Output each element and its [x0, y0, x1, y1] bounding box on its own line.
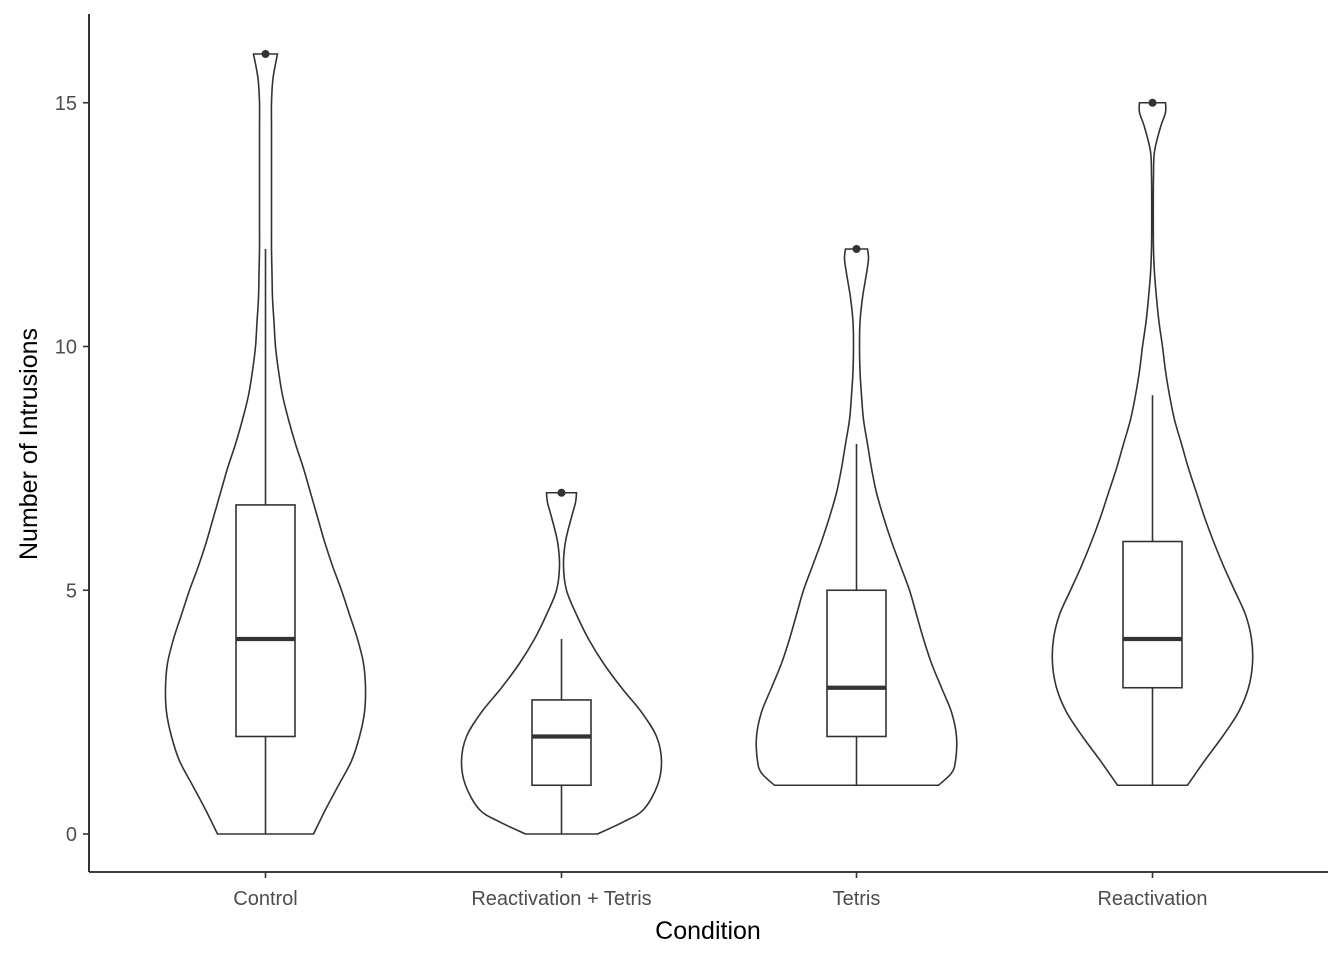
outlier-point: [852, 245, 861, 253]
outlier-point: [261, 50, 270, 58]
y-axis-ticks: 0 5 10 15: [55, 93, 89, 846]
violin-group: [1051, 98, 1254, 787]
x-tick-label: Control: [233, 888, 297, 910]
x-tick-label: Reactivation + Tetris: [471, 888, 651, 910]
violin-group: [164, 50, 367, 835]
outlier-point: [557, 488, 566, 497]
iqr-box: [1122, 540, 1183, 689]
violin-group: [460, 488, 663, 835]
x-axis-title: Condition: [655, 917, 761, 945]
y-tick-label: 15: [55, 93, 77, 115]
iqr-box: [531, 699, 592, 787]
x-tick-label: Reactivation: [1097, 888, 1207, 910]
x-tick-label: Tetris: [833, 888, 881, 910]
iqr-box: [235, 504, 296, 738]
y-tick-label: 5: [66, 580, 77, 602]
y-tick-label: 10: [55, 337, 77, 359]
y-axis-title: Number of Intrusions: [15, 328, 43, 560]
plot-area: [164, 50, 1254, 835]
y-tick-label: 0: [66, 824, 77, 846]
x-axis-ticks: Control Reactivation + Tetris Tetris Reacti…: [233, 872, 1208, 910]
iqr-box: [826, 589, 887, 738]
outlier-point: [1148, 98, 1157, 107]
violin-group: [755, 245, 958, 787]
